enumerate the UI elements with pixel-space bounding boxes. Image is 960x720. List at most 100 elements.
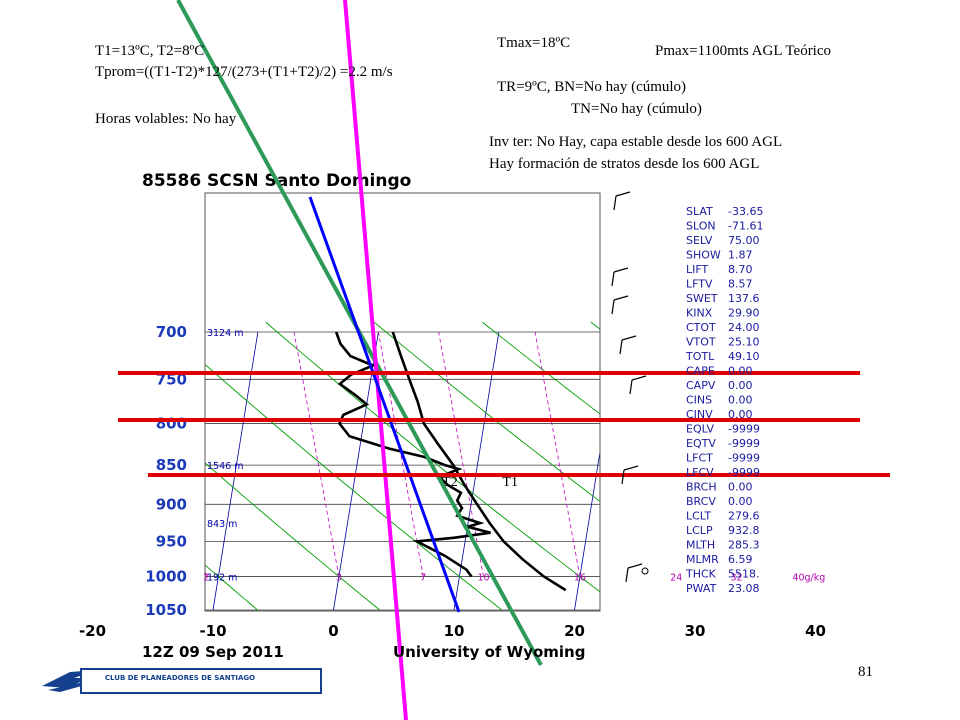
dry-adiabat bbox=[808, 322, 960, 610]
dry-adiabat bbox=[265, 321, 600, 593]
index-value: 0.00 bbox=[728, 394, 753, 407]
index-key: MLTH bbox=[686, 539, 715, 552]
annotation-t1: T1 bbox=[502, 475, 518, 490]
y-tick-label: 700 bbox=[156, 323, 187, 341]
mixing-ratio-label: 40g/kg bbox=[792, 573, 825, 584]
index-value: 25.10 bbox=[728, 336, 760, 349]
index-key: TOTL bbox=[685, 350, 715, 363]
dry-adiabat bbox=[205, 564, 258, 611]
logo-text: CLUB DE PLANEADORES DE SANTIAGO bbox=[104, 674, 256, 682]
index-key: KINX bbox=[686, 307, 713, 320]
index-value: 0.00 bbox=[728, 495, 753, 508]
x-tick-label: 20 bbox=[564, 622, 585, 640]
index-value: 137.6 bbox=[728, 292, 760, 305]
club-logo: CLUB DE PLANEADORES DE SANTIAGO bbox=[40, 668, 322, 696]
index-key: EQLV bbox=[686, 423, 715, 436]
wind-barb-icon bbox=[625, 563, 643, 583]
height-label: 843 m bbox=[207, 519, 237, 530]
index-key: SLAT bbox=[686, 205, 713, 218]
index-value: -9999 bbox=[728, 452, 760, 465]
isotherm-line bbox=[574, 449, 600, 611]
tmax-line bbox=[343, 0, 408, 720]
note-stratos: Hay formación de stratos desde los 600 A… bbox=[489, 156, 760, 172]
isotherm-line bbox=[0, 332, 17, 610]
mixing-ratio-label: 16 bbox=[574, 573, 586, 584]
wind-barb-icon bbox=[621, 465, 639, 485]
note-pmax: Pmax=1100mts AGL Teórico bbox=[655, 43, 832, 59]
index-value: 6.59 bbox=[728, 553, 753, 566]
index-key: VTOT bbox=[686, 336, 716, 349]
chart-date: 12Z 09 Sep 2011 bbox=[142, 643, 284, 661]
dry-adiabat bbox=[482, 321, 600, 415]
index-value: 0.00 bbox=[728, 481, 753, 494]
index-value: -9999 bbox=[728, 437, 760, 450]
wind-barbs bbox=[611, 191, 649, 583]
index-value: -9999 bbox=[728, 423, 760, 436]
index-value: 1.87 bbox=[728, 249, 753, 262]
index-key: BRCV bbox=[686, 495, 716, 508]
note-tmax: Tmax=18ºC bbox=[497, 35, 571, 51]
mixing-ratio-line bbox=[534, 331, 581, 577]
index-key: LIFT bbox=[686, 263, 709, 276]
calm-wind-icon bbox=[641, 567, 649, 575]
y-tick-label: 900 bbox=[156, 495, 187, 513]
indices-table: SLAT -33.65 SLON -71.61 SELV 75.00 SHOW 1.87 LIF… bbox=[685, 205, 763, 595]
y-tick-label: 1000 bbox=[145, 568, 187, 586]
index-key: SWET bbox=[686, 292, 718, 305]
index-key: CINS bbox=[686, 394, 712, 407]
height-label: 3124 m bbox=[207, 328, 243, 339]
mixing-ratio-label: 10 bbox=[477, 573, 489, 584]
annotation-t2: T2 bbox=[442, 475, 458, 490]
isotherm-line bbox=[453, 331, 500, 611]
index-value: 24.00 bbox=[728, 321, 760, 334]
index-key: CTOT bbox=[686, 321, 716, 334]
note-horas-volables: Horas volables: No hay bbox=[95, 111, 237, 127]
index-key: LFCT bbox=[686, 452, 713, 465]
plot-frame bbox=[204, 192, 601, 612]
index-key: LFCV bbox=[686, 466, 714, 479]
profiles bbox=[334, 331, 567, 592]
y-tick-label: 1050 bbox=[145, 601, 187, 619]
index-key: CAPV bbox=[686, 379, 716, 392]
mixing-ratio-label: 32 bbox=[731, 573, 743, 584]
logo-banner bbox=[80, 668, 322, 694]
index-key: PWAT bbox=[686, 582, 717, 595]
mixing-ratio-line bbox=[631, 332, 676, 577]
index-value: -9999 bbox=[728, 466, 760, 479]
index-value: 23.08 bbox=[728, 582, 760, 595]
y-tick-label: 950 bbox=[156, 532, 187, 550]
index-key: SELV bbox=[686, 234, 713, 247]
index-value: 0.00 bbox=[728, 365, 753, 378]
note-tprom: Tprom=((T1-T2)*127/(273+(T1+T2)/2) =2.2 … bbox=[95, 64, 393, 80]
overlay-lines: T2 T1 bbox=[118, 0, 890, 720]
index-key: BRCH bbox=[686, 481, 717, 494]
index-key: CAPE bbox=[686, 365, 715, 378]
dry-adiabat bbox=[0, 322, 135, 610]
wind-barb-icon bbox=[619, 335, 637, 355]
index-key: EQTV bbox=[686, 437, 716, 450]
index-value: 75.00 bbox=[728, 234, 760, 247]
note-tr-bn: TR=9ºC, BN=No hay (cúmulo) bbox=[497, 79, 687, 95]
index-key: SHOW bbox=[686, 249, 721, 262]
wind-barb-icon bbox=[611, 295, 629, 315]
index-key: SLON bbox=[686, 220, 716, 233]
index-value: 5518. bbox=[728, 568, 760, 581]
mixing-ratio-line bbox=[293, 331, 340, 577]
mixing-ratio-label: 24 bbox=[670, 573, 682, 584]
x-tick-label: 40 bbox=[805, 622, 826, 640]
trigger-temperature-line bbox=[308, 196, 461, 613]
dry-adiabat bbox=[590, 321, 600, 330]
dewpoint-line bbox=[334, 331, 491, 578]
isotherm-line bbox=[333, 331, 379, 611]
x-tick-label: 30 bbox=[685, 622, 706, 640]
isotherm-line bbox=[936, 332, 960, 610]
height-label: 192 m bbox=[207, 573, 237, 584]
mixing-ratio-label: 2 bbox=[203, 573, 209, 584]
dry-adiabat bbox=[205, 462, 380, 611]
axis-labels: -20 -10 0 10 20 30 407007508008509009501000105… bbox=[79, 323, 826, 640]
dry-adiabat bbox=[916, 322, 960, 610]
height-label: 1546 m bbox=[207, 461, 243, 472]
dry-adiabat bbox=[205, 363, 503, 611]
x-tick-label: -20 bbox=[79, 622, 106, 640]
